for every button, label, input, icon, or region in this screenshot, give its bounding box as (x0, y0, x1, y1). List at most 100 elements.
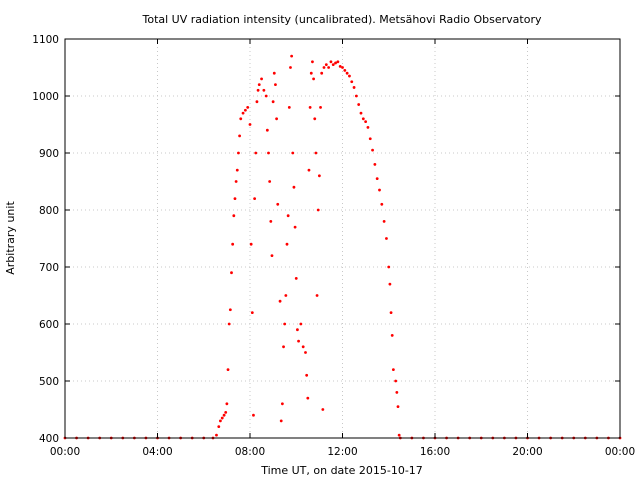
y-tick-label: 800 (39, 205, 59, 217)
data-point (373, 163, 377, 166)
data-point (255, 100, 259, 104)
data-point (352, 86, 356, 89)
data-point (375, 177, 379, 181)
data-point (301, 345, 305, 349)
data-point (314, 151, 318, 155)
data-point (290, 54, 294, 58)
data-point (371, 148, 374, 152)
data-point (239, 117, 243, 121)
data-point (241, 111, 245, 115)
data-point (270, 254, 274, 257)
data-point (282, 345, 285, 349)
data-point (322, 66, 326, 69)
data-point (327, 66, 331, 69)
data-point (364, 120, 368, 124)
data-point (219, 419, 222, 423)
data-point (382, 220, 386, 223)
data-point (222, 413, 226, 417)
grid-lines (65, 39, 620, 438)
data-point (296, 328, 299, 332)
data-point (254, 151, 258, 155)
data-point (286, 214, 290, 218)
data-point (253, 197, 257, 201)
data-point (354, 94, 358, 98)
data-point (361, 117, 365, 121)
data-point (387, 265, 391, 269)
data-point (280, 402, 284, 406)
data-point (391, 368, 395, 371)
data-point (224, 410, 228, 414)
axis-ticks: 00:00 04:00 08:00 12:00 16:00 20:00 00:0040050… (32, 34, 635, 458)
data-point (231, 242, 235, 246)
data-point (250, 311, 254, 314)
data-point (279, 419, 283, 423)
data-point (334, 61, 337, 65)
data-point (395, 391, 399, 394)
x-tick-label: 00:00 (605, 446, 635, 458)
data-point (390, 334, 394, 337)
data-point (271, 100, 275, 104)
data-point (268, 180, 272, 183)
data-point (312, 77, 315, 81)
data-point (380, 202, 384, 206)
data-point (252, 413, 255, 417)
x-tick-label: 20:00 (512, 446, 542, 458)
data-point (283, 322, 287, 326)
data-point (265, 128, 269, 132)
data-point (388, 282, 392, 286)
data-point (246, 106, 250, 109)
data-point (237, 151, 240, 155)
data-point (256, 88, 260, 92)
data-point (297, 339, 300, 343)
data-point (291, 151, 295, 155)
data-point (260, 77, 263, 81)
data-point (289, 66, 292, 69)
data-point (308, 106, 312, 109)
data-point (264, 94, 268, 98)
data-point (249, 242, 253, 246)
data-point (225, 402, 229, 406)
data-point (269, 220, 273, 223)
data-point (336, 60, 340, 64)
data-point (378, 188, 381, 192)
data-point (368, 137, 372, 141)
plot-frame (64, 38, 621, 439)
data-point (359, 111, 363, 115)
x-tick-label: 08:00 (235, 446, 265, 458)
y-tick-label: 1000 (32, 91, 59, 103)
x-tick-label: 16:00 (420, 446, 450, 458)
y-tick-label: 400 (39, 433, 59, 445)
data-point (304, 351, 307, 354)
x-tick-label: 12:00 (327, 446, 357, 458)
data-point (227, 322, 231, 326)
data-point (262, 88, 266, 92)
data-point (319, 106, 322, 109)
data-point (226, 368, 230, 371)
y-tick-label: 500 (39, 376, 59, 388)
data-point (348, 74, 351, 78)
data-point (276, 202, 280, 206)
data-point (287, 106, 291, 109)
data-point (272, 71, 276, 75)
data-point (285, 242, 289, 246)
data-point (235, 168, 239, 172)
data-point (243, 108, 247, 112)
data-point (329, 60, 333, 64)
data-point (385, 237, 388, 240)
data-point (299, 322, 303, 326)
data-point (397, 433, 401, 437)
y-tick-label: 700 (39, 262, 59, 274)
data-point (230, 271, 233, 275)
y-tick-label: 600 (39, 319, 59, 331)
data-point (394, 379, 398, 383)
x-axis-label: Time UT, on date 2015-10-17 (260, 464, 423, 477)
data-point (215, 433, 218, 437)
data-point (305, 373, 309, 377)
data-point (320, 71, 324, 75)
data-point (238, 134, 241, 138)
data-point (309, 71, 313, 75)
data-point (217, 425, 221, 428)
data-point (331, 63, 335, 67)
data-point (294, 277, 298, 280)
